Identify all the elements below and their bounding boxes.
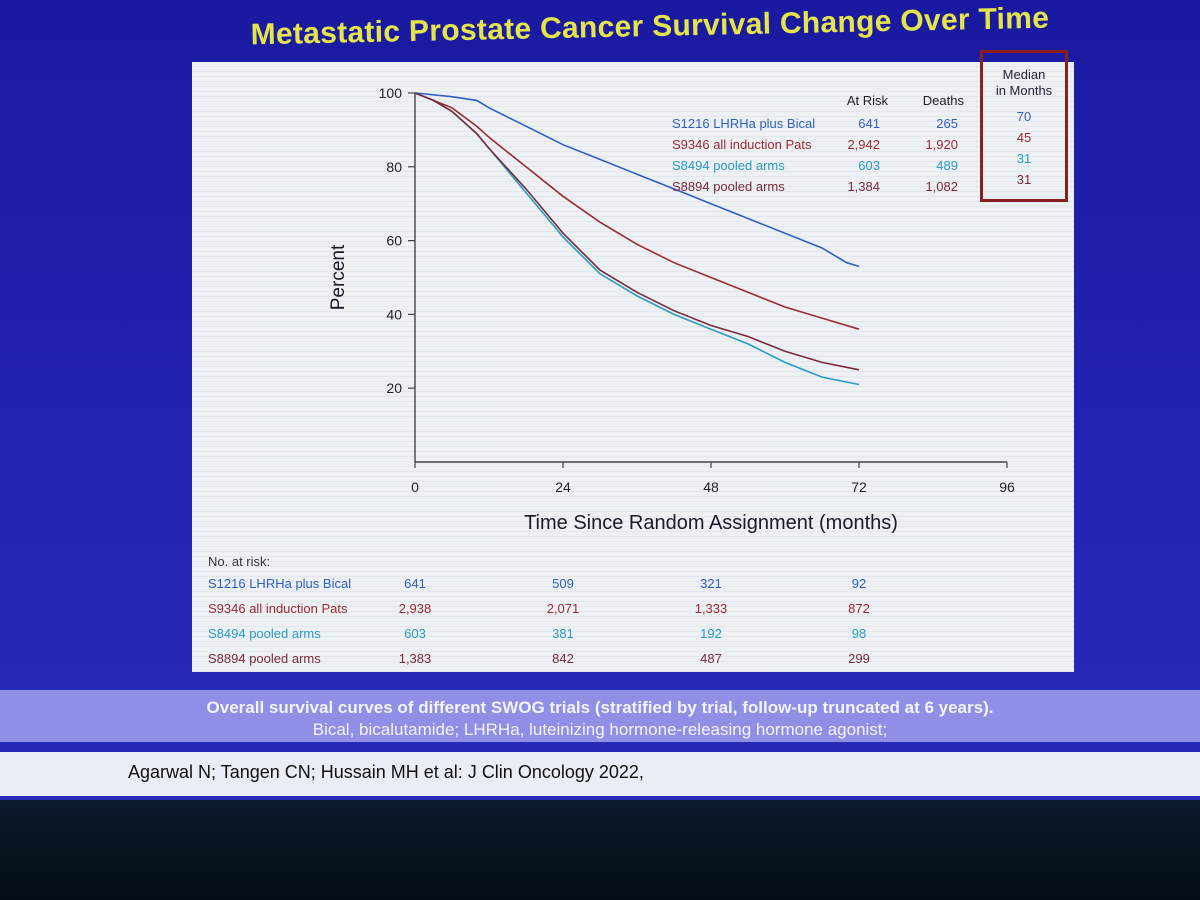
median-value: 31 [1016,172,1032,187]
median-header-line1: Median [1002,67,1046,82]
caption-line-1: Overall survival curves of different SWO… [206,698,994,717]
series-line-1 [414,92,860,268]
legend-at-risk: 2,942 [847,137,880,152]
risk-cell: 509 [552,576,574,591]
x-tick-label: 24 [555,479,571,495]
legend-deaths: 1,920 [925,137,958,152]
risk-row-name: S1216 LHRHa plus Bical [208,576,352,591]
risk-cell: 842 [552,651,574,666]
legend-series-name: S1216 LHRHa plus Bical [672,116,815,131]
risk-cell: 2,938 [398,601,432,616]
legend-at-risk: 641 [858,116,880,131]
y-tick-label: 80 [386,159,402,175]
risk-row-name: S9346 all induction Pats [208,601,348,616]
median-header-line2: in Months [995,83,1053,98]
series-line-2 [414,92,860,330]
risk-cell: 2,071 [546,601,580,616]
risk-row-name: S8894 pooled arms [208,651,321,666]
x-tick-label: 96 [999,479,1015,495]
risk-table-label: No. at risk: [208,554,271,569]
x-tick-label: 48 [703,479,719,495]
legend-at-risk: 1,384 [847,179,880,194]
legend-at-risk: 603 [858,158,880,173]
legend-series-name: S9346 all induction Pats [672,137,812,152]
median-value: 31 [1016,151,1032,166]
y-tick-label: 100 [379,85,403,101]
risk-cell: 92 [851,576,867,591]
legend-series-name: S8894 pooled arms [672,179,785,194]
legend-header-at-risk: At Risk [847,93,889,108]
risk-cell: 487 [700,651,722,666]
legend-header-deaths: Deaths [923,93,965,108]
median-value: 45 [1016,130,1032,145]
median-header: Median in Months [983,67,1065,99]
survival-chart: 100 80 60 40 20 0 24 48 72 96 Time Since Random As… [328,85,1015,534]
caption-line-2: Bical, bicalutamide; LHRHa, luteinizing … [312,720,888,739]
risk-cell: 98 [851,626,867,641]
y-tick-label: 40 [386,306,402,322]
chart-figure: 100 80 60 40 20 0 24 48 72 96 Time Since Random As… [192,62,1074,672]
risk-cell: 1,333 [694,601,728,616]
x-axis-title: Time Since Random Assignment (months) [524,512,898,534]
risk-cell: 1,383 [398,651,432,666]
citation: Agarwal N; Tangen CN; Hussain MH et al: … [128,762,644,782]
risk-cell: 381 [552,626,574,641]
legend-deaths: 1,082 [925,179,958,194]
legend-deaths: 489 [936,158,958,173]
stage-floor [0,800,1200,900]
x-tick-label: 72 [851,479,867,495]
risk-cell: 192 [700,626,722,641]
risk-cell: 641 [404,576,426,591]
citation-band: Agarwal N; Tangen CN; Hussain MH et al: … [0,752,1200,796]
risk-cell: 872 [848,601,870,616]
legend-series-name: S8494 pooled arms [672,158,785,173]
risk-row-name: S8494 pooled arms [208,626,321,641]
x-tick-label: 0 [411,479,419,495]
y-axis-title: Percent [328,244,349,310]
series-line-4 [414,92,860,371]
risk-cell: 299 [848,651,870,666]
legend-deaths: 265 [936,116,958,131]
y-tick-label: 20 [386,380,402,396]
risk-cell: 603 [404,626,426,641]
median-box: Median in Months 70 45 31 31 [980,50,1068,202]
median-value: 70 [1016,109,1032,124]
caption-band: Overall survival curves of different SWO… [0,690,1200,742]
y-tick-label: 60 [386,233,402,249]
risk-cell: 321 [700,576,722,591]
